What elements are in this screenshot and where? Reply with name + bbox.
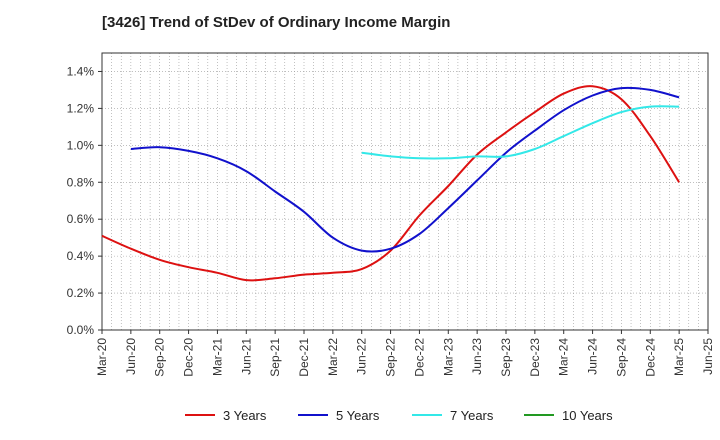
y-tick-label: 0.8%	[67, 175, 95, 189]
legend-label-5-years: 5 Years	[336, 408, 380, 423]
x-tick-label: Jun-20	[124, 338, 138, 375]
legend: 3 Years 5 Years 7 Years 10 Years	[185, 408, 613, 423]
x-tick-label: Dec-22	[412, 338, 426, 377]
series-lines	[101, 85, 680, 282]
legend-label-7-years: 7 Years	[450, 408, 494, 423]
x-tick-label: Jun-21	[239, 338, 253, 375]
chart-title: [3426] Trend of StDev of Ordinary Income…	[102, 14, 451, 31]
x-tick-label: Dec-23	[528, 338, 542, 377]
plot-frame	[101, 52, 709, 331]
x-tick-label: Mar-20	[95, 338, 109, 376]
y-tick-label: 1.4%	[67, 64, 95, 78]
legend-label-10-years: 10 Years	[562, 408, 613, 423]
x-tick-label: Mar-24	[557, 338, 571, 376]
series-line-7-years	[361, 105, 680, 160]
y-tick-label: 1.2%	[67, 101, 95, 115]
series-line-5-years	[130, 86, 680, 253]
grid-lines	[102, 53, 708, 331]
y-tick-label: 0.2%	[67, 286, 95, 300]
y-tick-label: 0.4%	[67, 249, 95, 263]
x-axis: Mar-20 Jun-20 Sep-20 Dec-20 Mar-21 Jun-21 Sep-…	[95, 330, 715, 377]
x-tick-label: Sep-21	[268, 338, 282, 377]
x-tick-label: Sep-20	[153, 338, 167, 377]
x-tick-label: Dec-21	[297, 338, 311, 377]
x-tick-label: Mar-25	[672, 338, 686, 376]
x-tick-label: Mar-22	[326, 338, 340, 376]
x-tick-label: Jun-25	[701, 338, 715, 375]
y-tick-label: 1.0%	[67, 138, 95, 152]
y-tick-label: 0.6%	[67, 212, 95, 226]
series-line-3-years	[101, 85, 680, 282]
x-tick-label: Jun-24	[586, 338, 600, 375]
x-tick-label: Dec-24	[643, 338, 657, 377]
legend-label-3-years: 3 Years	[223, 408, 267, 423]
x-tick-label: Mar-23	[441, 338, 455, 376]
x-tick-label: Sep-22	[384, 338, 398, 377]
y-axis: 0.0% 0.2% 0.4% 0.6% 0.8% 1.0% 1.2% 1.4%	[67, 64, 102, 337]
x-tick-label: Jun-23	[470, 338, 484, 375]
x-tick-label: Mar-21	[210, 338, 224, 376]
y-tick-label: 0.0%	[67, 323, 95, 337]
x-tick-label: Jun-22	[355, 338, 369, 375]
x-tick-label: Dec-20	[182, 338, 196, 377]
x-tick-label: Sep-24	[614, 338, 628, 377]
x-tick-label: Sep-23	[499, 338, 513, 377]
